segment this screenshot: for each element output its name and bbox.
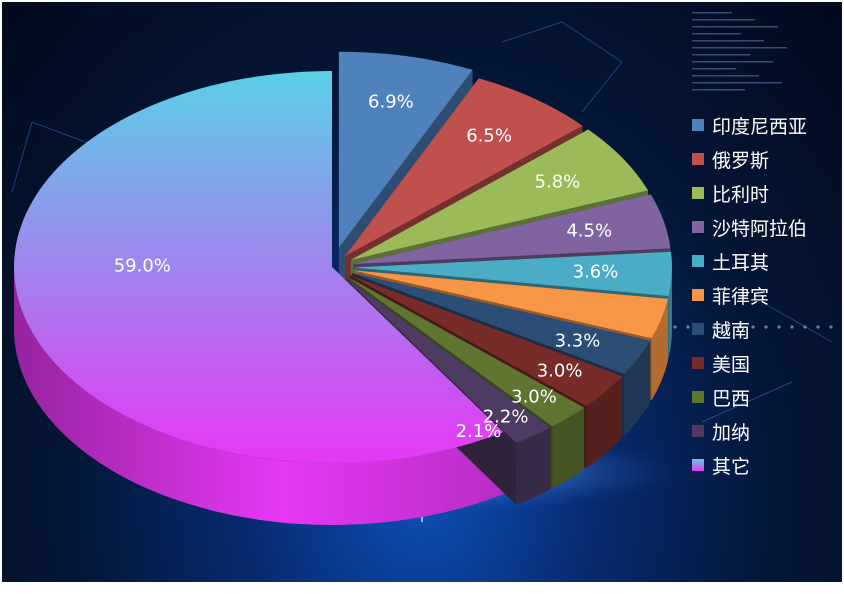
- legend-swatch: [692, 221, 704, 233]
- slice-10: [345, 277, 551, 444]
- slice-label-4: 4.5%: [566, 220, 612, 241]
- slice-side-7: [624, 340, 651, 437]
- slice-label-7: 3.0%: [537, 361, 583, 382]
- legend: 印度尼西亚俄罗斯比利时沙特阿拉伯土耳其菲律宾越南美国巴西加纳其它: [692, 108, 807, 482]
- slice-4: [353, 194, 671, 265]
- legend-swatch: [692, 289, 704, 301]
- slice-tops: [14, 51, 672, 463]
- legend-swatch: [692, 357, 704, 369]
- slice-11: [14, 71, 504, 463]
- legend-label: 美国: [712, 353, 751, 376]
- legend-item: 菲律宾: [692, 278, 807, 312]
- legend-label: 菲律宾: [712, 285, 770, 308]
- slice-1: [338, 51, 473, 248]
- slice-6: [353, 270, 668, 339]
- slice-side-10: [516, 427, 551, 506]
- legend-swatch: [692, 153, 704, 165]
- slice-label-9: 2.2%: [483, 407, 529, 428]
- legend-item: 加纳: [692, 414, 807, 448]
- legend-label: 印度尼西亚: [712, 115, 808, 138]
- legend-item: 巴西: [692, 380, 807, 414]
- legend-item: 比利时: [692, 176, 807, 210]
- slice-labels: 6.9%6.5%5.8%4.5%3.6%3.3%3.0%3.0%2.2%2.1%…: [114, 91, 619, 442]
- legend-item: 越南: [692, 312, 807, 346]
- legend-swatch: [692, 425, 704, 437]
- slice-label-2: 6.5%: [466, 126, 512, 147]
- slice-side-11: [14, 267, 504, 525]
- legend-label: 巴西: [712, 387, 751, 410]
- slice-7: [351, 272, 651, 375]
- slice-3: [350, 129, 649, 260]
- slice-9: [347, 276, 585, 427]
- legend-label: 其它: [712, 455, 751, 478]
- slice-side-8: [586, 376, 623, 468]
- slice-side-5: [668, 267, 672, 359]
- slice-label-10: 2.1%: [456, 421, 502, 442]
- legend-label: 俄罗斯: [712, 149, 770, 172]
- legend-item: 土耳其: [692, 244, 807, 278]
- legend-label: 土耳其: [712, 251, 770, 274]
- legend-item: 其它: [692, 448, 807, 482]
- slice-label-3: 5.8%: [535, 172, 581, 193]
- slice-label-6: 3.3%: [555, 330, 601, 351]
- slice-label-8: 3.0%: [511, 387, 557, 408]
- legend-swatch: [692, 119, 704, 131]
- legend-swatch: [692, 459, 704, 471]
- slice-5: [353, 251, 672, 297]
- slice-2: [345, 78, 583, 257]
- slice-label-1: 6.9%: [368, 91, 414, 112]
- pie-chart: 6.9%6.5%5.8%4.5%3.6%3.3%3.0%3.0%2.2%2.1%…: [14, 51, 672, 525]
- slice-8: [349, 275, 623, 406]
- slice-side-6: [651, 298, 668, 401]
- legend-swatch: [692, 187, 704, 199]
- slice-label-11: 59.0%: [114, 256, 171, 277]
- legend-swatch: [692, 323, 704, 335]
- legend-label: 沙特阿拉伯: [712, 217, 808, 240]
- slice-side-9: [552, 407, 585, 489]
- chart-canvas: 6.9% 6.5% 5.8% 4.5% 3.6% 3.3% 3.0% 3.0% 2.2% 2.1%…: [2, 2, 842, 582]
- legend-label: 比利时: [712, 183, 770, 206]
- slice-label-5: 3.6%: [573, 261, 619, 282]
- legend-label: 越南: [712, 319, 751, 342]
- legend-item: 俄罗斯: [692, 142, 807, 176]
- legend-item: 沙特阿拉伯: [692, 210, 807, 244]
- legend-swatch: [692, 255, 704, 267]
- legend-swatch: [692, 391, 704, 403]
- legend-item: 印度尼西亚: [692, 108, 807, 142]
- legend-item: 美国: [692, 346, 807, 380]
- legend-label: 加纳: [712, 421, 751, 444]
